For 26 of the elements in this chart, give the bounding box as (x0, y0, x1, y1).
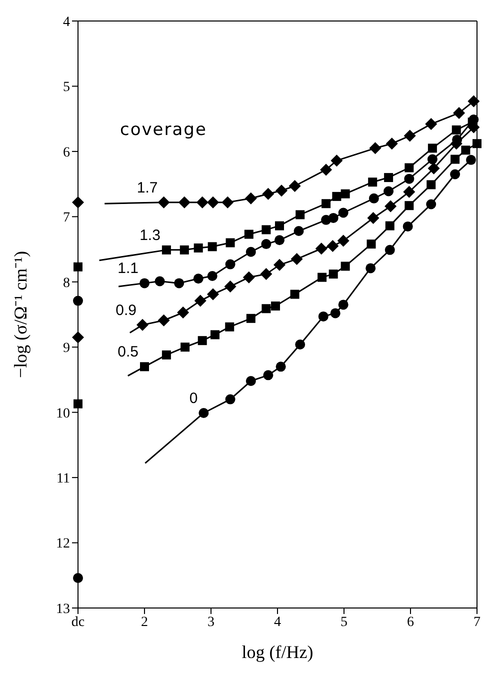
x-tick-label: 6 (407, 614, 414, 630)
y-tick-label: 13 (56, 602, 70, 617)
y-axis-title: −log (σ/Ω⁻¹ cm⁻¹) (10, 250, 30, 378)
series-label: 1.1 (118, 260, 138, 278)
x-tick-label: 7 (474, 614, 480, 630)
y-tick-label: 11 (56, 472, 70, 487)
y-tick-label: 10 (56, 406, 70, 422)
y-tick-label: 8 (63, 276, 70, 291)
series-label: 0 (189, 390, 198, 407)
y-tick-label: 4 (63, 14, 70, 30)
legend-title: coverage (120, 120, 207, 140)
series-label: 1.7 (136, 179, 158, 196)
x-tick-label: 4 (274, 614, 281, 630)
y-tick-label: 5 (63, 80, 70, 96)
y-tick-label: 7 (63, 210, 70, 226)
y-tick-label: 9 (63, 341, 70, 356)
y-tick-label: 12 (56, 536, 70, 552)
x-tick-label: 5 (340, 614, 348, 630)
x-tick-label: 2 (141, 614, 148, 630)
series-label: 0.9 (116, 302, 137, 319)
x-tick-label: 3 (208, 614, 214, 630)
series-label: 1.3 (140, 226, 160, 244)
x-tick-label: dc (71, 614, 85, 630)
y-tick-label: 6 (63, 145, 70, 160)
x-axis-title: log (f/Hz) (242, 642, 314, 662)
series-label: 0.5 (118, 344, 138, 361)
